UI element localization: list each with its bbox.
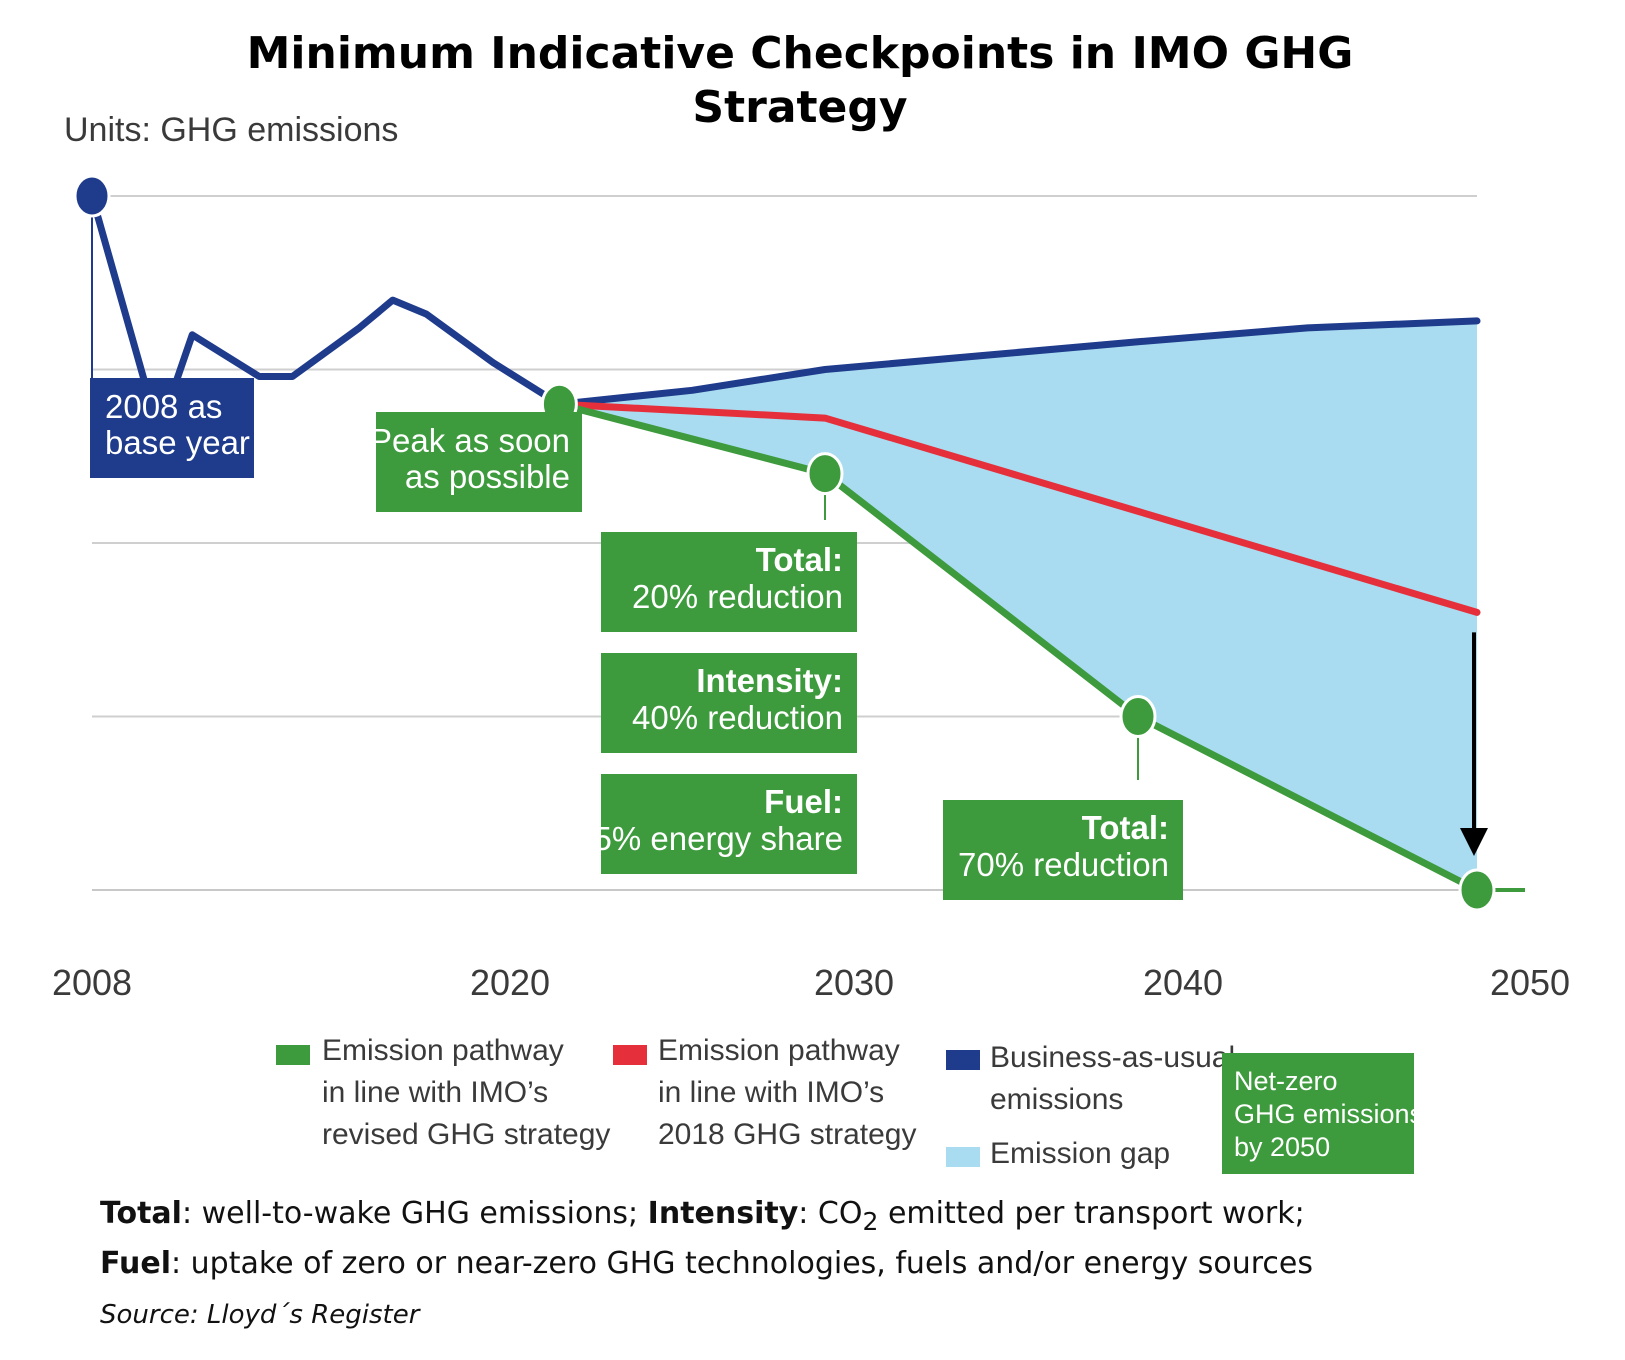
footnote-intensity-text-2: emitted per transport work; (878, 1196, 1305, 1231)
annotation-peak-line-1: Peak as soon (370, 422, 570, 459)
footnote-intensity-text: : CO (798, 1196, 863, 1231)
x-tick-label: 2008 (52, 962, 132, 1003)
chart-title-line-2: Strategy (692, 82, 907, 133)
footnote-line-2: Fuel: uptake of zero or near-zero GHG te… (100, 1243, 1580, 1285)
chart-title-line-1: Minimum Indicative Checkpoints in IMO GH… (247, 28, 1354, 79)
annotation-total-2030-label: Total: (756, 541, 843, 578)
annotation-fuel-2030-label: Fuel: (764, 783, 843, 820)
marker-2040 (1119, 695, 1157, 738)
legend-label: Business-as-usual (990, 1041, 1235, 1074)
net-zero-label: by 2050 (1234, 1132, 1330, 1162)
legend-label: in line with IMO’s (322, 1076, 548, 1109)
annotation-total-2040-label: Total: (1082, 809, 1169, 846)
legend-swatch (276, 1045, 310, 1065)
footnote-fuel-label: Fuel (100, 1246, 171, 1281)
series-line-2018-strategy (555, 400, 1481, 616)
marker-2030 (806, 452, 844, 496)
x-axis-ticks: 2008 2020 2030 2040 2050 (52, 962, 1570, 1003)
legend-label: revised GHG strategy (322, 1118, 610, 1151)
legend: Emission pathway in line with IMO’s revise… (276, 1034, 1423, 1174)
chart-title: Minimum Indicative Checkpoints in IMO GH… (247, 28, 1354, 133)
gap-arrow-head (1460, 828, 1488, 856)
annotation-intensity-2030-value: 40% reduction (632, 699, 843, 736)
x-tick-label: 2020 (470, 962, 550, 1003)
series-line-business-as-usual (88, 192, 1481, 436)
footnote: Total: well-to-wake GHG emissions; Inten… (100, 1193, 1580, 1285)
x-tick-label: 2050 (1490, 962, 1570, 1003)
legend-swatch (946, 1050, 980, 1070)
net-zero-box (1222, 1053, 1414, 1174)
footnote-intensity-label: Intensity (647, 1196, 799, 1231)
source-note: Source: Lloyd´s Register (100, 1300, 420, 1330)
annotation-total-2030-value: 20% reduction (632, 578, 843, 615)
annotation-intensity-2030 (601, 653, 857, 753)
legend-label: Emission gap (990, 1137, 1170, 1170)
annotation-total-2040-value: 70% reduction (958, 846, 1169, 883)
annotation-peak-line-2: as possible (405, 458, 570, 495)
series-lines (88, 192, 1525, 894)
legend-label: emissions (990, 1083, 1123, 1116)
series-line-revised-strategy (555, 400, 1481, 894)
marker-2050 (1458, 868, 1496, 912)
annotation-fuel-2030 (601, 774, 857, 874)
footnote-total-text: : well-to-wake GHG emissions; (181, 1196, 648, 1231)
net-zero-label: Net-zero (1234, 1066, 1338, 1096)
annotation-total-2040 (943, 800, 1183, 900)
annotation-base-year (90, 378, 254, 478)
legend-label: in line with IMO’s (658, 1076, 884, 1109)
footnote-fuel-text: : uptake of zero or near-zero GHG techno… (171, 1246, 1313, 1281)
net-zero-label: GHG emissions (1234, 1099, 1423, 1129)
legend-label: Emission pathway (322, 1034, 564, 1067)
annotation-base-year-line-1: 2008 as (105, 388, 222, 425)
y-axis-label: Units: GHG emissions (64, 111, 398, 149)
footnote-total-label: Total (100, 1196, 182, 1231)
annotation-peak (376, 412, 582, 512)
x-tick-label: 2040 (1143, 962, 1223, 1003)
annotation-total-2030 (601, 532, 857, 632)
footnote-line-1: Total: well-to-wake GHG emissions; Inten… (100, 1193, 1580, 1243)
marker-2008 (73, 174, 111, 218)
annotation-base-year-line-2: base year (105, 424, 250, 461)
legend-swatch (946, 1147, 980, 1167)
legend-swatch (613, 1045, 647, 1065)
legend-label: Emission pathway (658, 1034, 900, 1067)
annotation-intensity-2030-label: Intensity: (696, 662, 843, 699)
footnote-subscript: 2 (862, 1207, 879, 1236)
checkpoint-markers (73, 174, 1496, 912)
x-tick-label: 2030 (814, 962, 894, 1003)
annotation-fuel-2030-value: 5% energy share (594, 820, 843, 857)
legend-label: 2018 GHG strategy (658, 1118, 916, 1151)
